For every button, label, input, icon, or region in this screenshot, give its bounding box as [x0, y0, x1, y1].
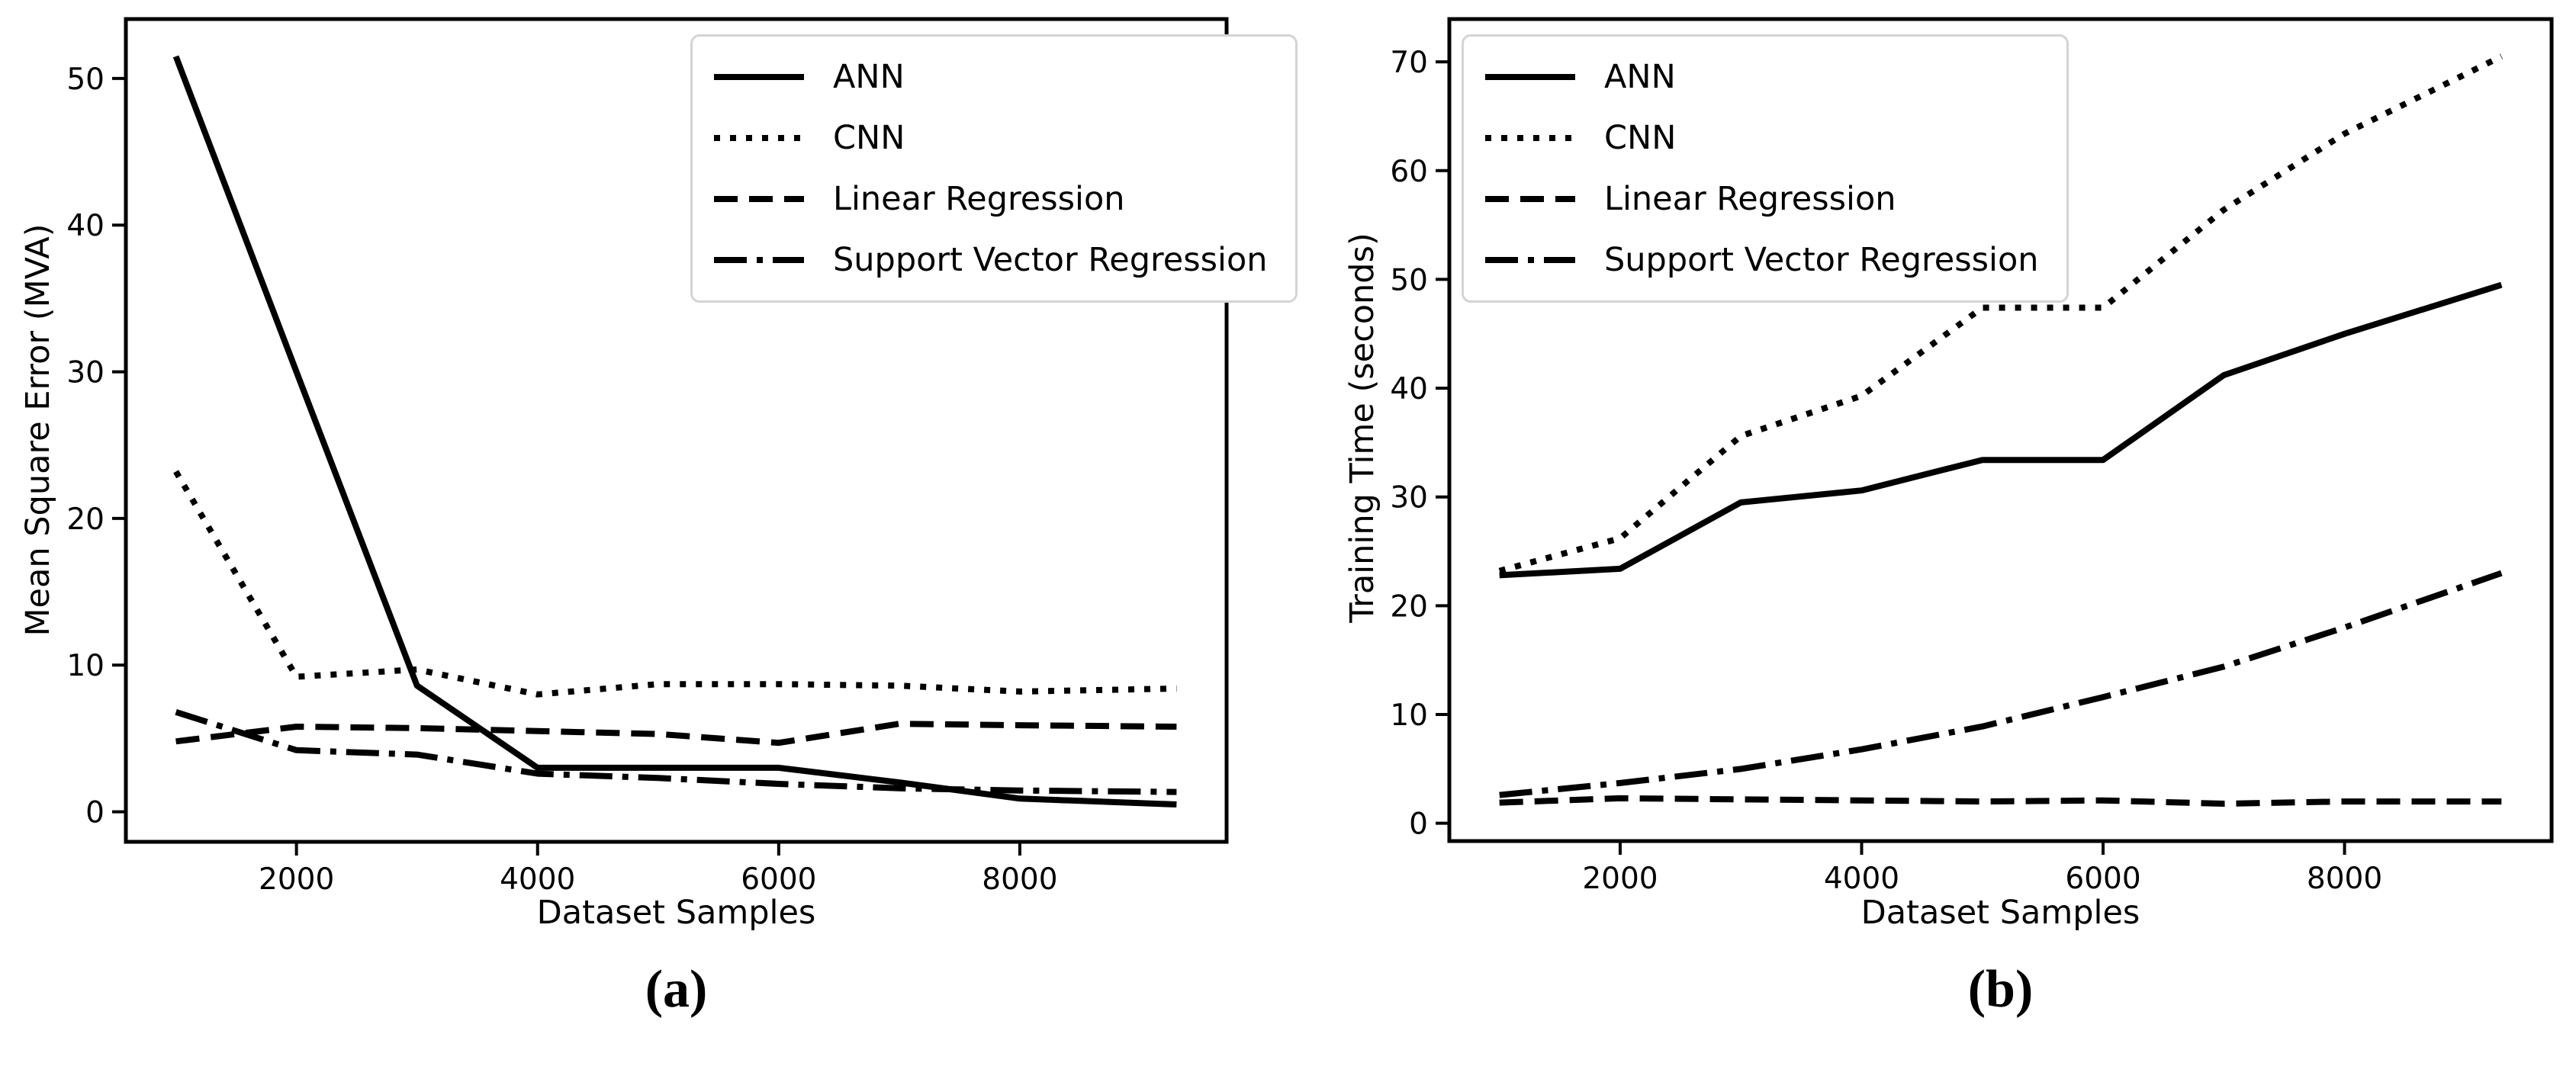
a-chart-y-tick-label: 50 — [66, 63, 105, 97]
dashed-line-icon — [1485, 196, 1575, 202]
legend-label-cnn: CNN — [833, 119, 905, 157]
b-chart-x-tick-label: 6000 — [2065, 862, 2140, 896]
dashdot-line-icon — [714, 257, 804, 263]
dotted-line-icon — [1485, 135, 1575, 141]
b-chart-y-tick-label: 60 — [1390, 155, 1428, 189]
a-chart-y-tick-label: 0 — [85, 796, 105, 830]
right-chart-y-axis-label: Training Time (seconds) — [1343, 233, 1381, 623]
right-chart-legend: ANN CNN Linear Regression Support Vector… — [1462, 34, 2069, 303]
b-chart-linear-regression-line — [1499, 795, 2502, 807]
b-chart-y-tick-label: 0 — [1409, 808, 1428, 842]
legend-item-support-vector-regression: Support Vector Regression — [1484, 241, 2039, 279]
a-chart-y-tick-label: 10 — [66, 649, 105, 683]
legend-label-support-vector-regression: Support Vector Regression — [1604, 241, 2039, 279]
b-chart-x-tick-label: 4000 — [1824, 862, 1899, 896]
a-chart-support-vector-regression-line — [175, 708, 1177, 795]
right-chart-x-axis-label: Dataset Samples — [1860, 894, 2140, 932]
dotted-line-icon — [714, 135, 804, 141]
b-chart-y-tick-label: 30 — [1390, 481, 1428, 515]
a-chart-y-tick-label: 40 — [66, 209, 105, 243]
legend-label-linear-regression: Linear Regression — [1604, 180, 1896, 218]
b-chart-x-tick-label: 8000 — [2307, 862, 2382, 896]
a-chart-cnn-line — [173, 470, 1177, 698]
a-chart-y-tick-label: 20 — [66, 502, 105, 537]
b-chart-y-tick-label: 10 — [1390, 698, 1428, 733]
dashdot-line-icon — [1485, 257, 1575, 263]
b-chart-spines — [1447, 17, 2554, 843]
legend-item-support-vector-regression: Support Vector Regression — [712, 241, 1268, 279]
legend-item-ann: ANN — [1484, 58, 2039, 96]
a-chart-ann-line — [172, 55, 1177, 808]
panel-a-caption: (a) — [645, 960, 708, 1019]
legend-label-ann: ANN — [833, 58, 905, 96]
legend-item-cnn: CNN — [1484, 119, 2039, 157]
b-chart-y-tick-label: 70 — [1390, 46, 1428, 80]
left-chart-legend: ANN CNN Linear Regression Support Vector… — [690, 34, 1298, 303]
solid-line-icon — [714, 74, 804, 80]
b-chart-y-tick-label: 40 — [1390, 372, 1428, 406]
legend-label-cnn: CNN — [1604, 119, 1677, 157]
legend-label-support-vector-regression: Support Vector Regression — [833, 241, 1268, 279]
left-chart-x-axis-label: Dataset Samples — [536, 894, 816, 932]
a-chart-x-tick-label: 4000 — [500, 862, 575, 897]
solid-line-icon — [1485, 74, 1575, 80]
legend-label-ann: ANN — [1604, 58, 1676, 96]
legend-item-linear-regression: Linear Regression — [712, 180, 1268, 218]
legend-label-linear-regression: Linear Regression — [833, 180, 1125, 218]
panel-b-caption: (b) — [1967, 960, 2034, 1019]
b-chart-cnn-line — [1498, 53, 2504, 574]
legend-item-cnn: CNN — [712, 119, 1268, 157]
b-chart-support-vector-regression-line — [1499, 570, 2503, 798]
b-chart-y-tick-label: 20 — [1390, 589, 1428, 624]
a-chart-y-tick-label: 30 — [66, 356, 105, 390]
a-chart-spines — [124, 17, 1229, 844]
dashed-line-icon — [714, 196, 804, 202]
legend-item-ann: ANN — [712, 58, 1268, 96]
b-chart-y-tick-label: 50 — [1390, 263, 1428, 297]
a-chart-linear-regression-line — [175, 721, 1177, 747]
a-chart-x-tick-label: 8000 — [982, 862, 1057, 897]
b-chart-ann-line — [1499, 281, 2503, 579]
legend-item-linear-regression: Linear Regression — [1484, 180, 2039, 218]
b-chart-x-tick-label: 2000 — [1582, 862, 1658, 896]
a-chart-x-tick-label: 2000 — [259, 862, 334, 897]
a-chart-x-tick-label: 6000 — [741, 862, 816, 897]
left-chart-y-axis-label: Mean Square Error (MVA) — [19, 223, 57, 637]
